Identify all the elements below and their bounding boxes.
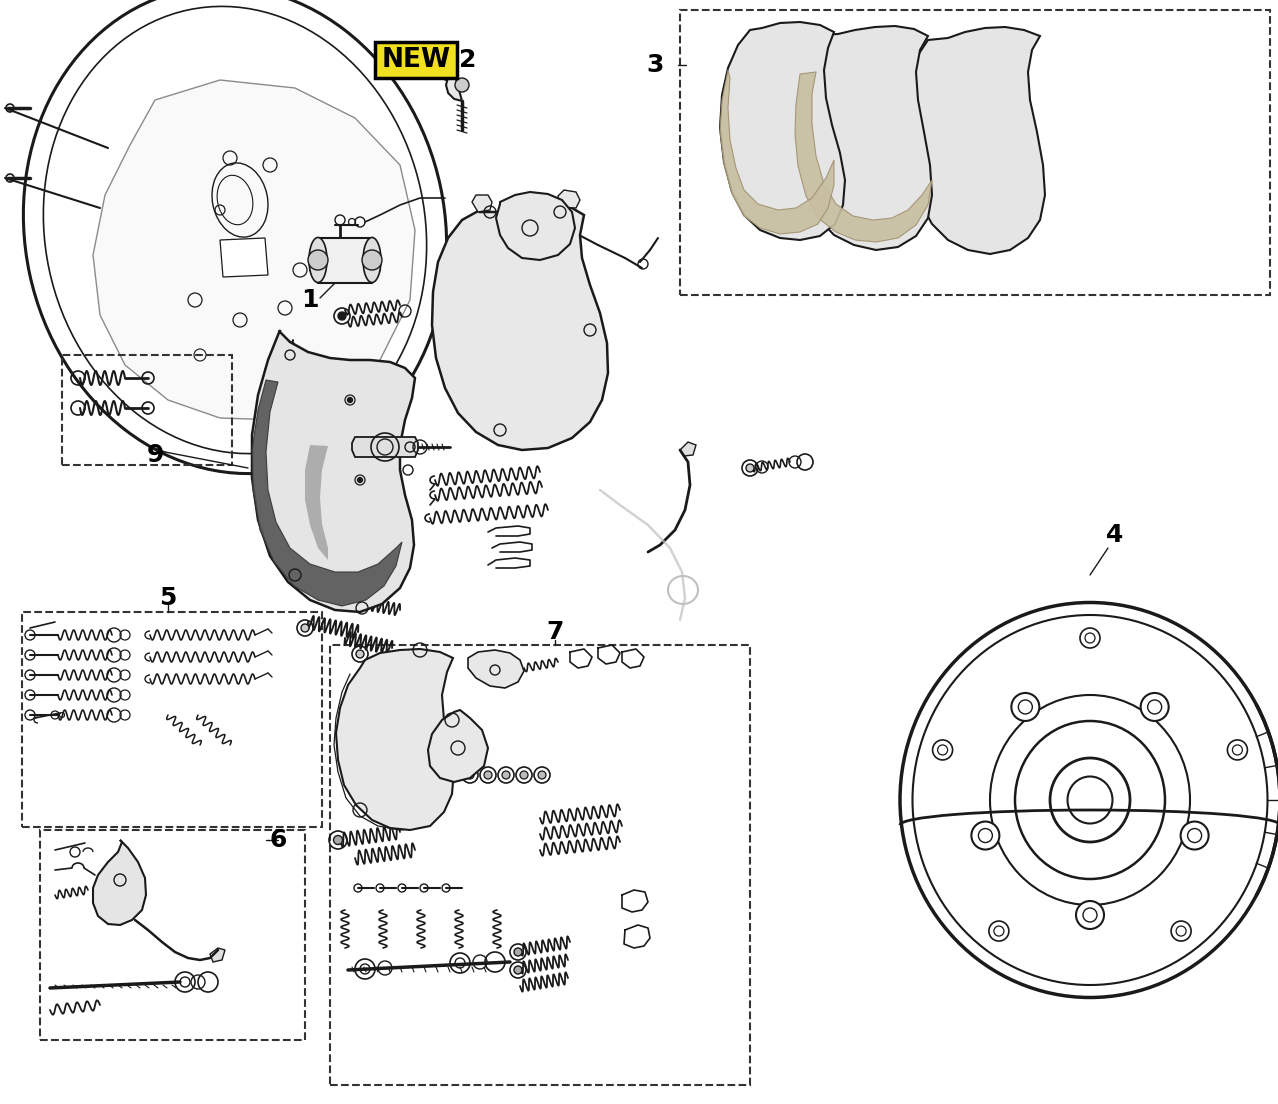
Circle shape: [514, 948, 521, 956]
Polygon shape: [93, 79, 415, 420]
Circle shape: [1076, 901, 1104, 928]
Polygon shape: [220, 238, 268, 277]
Polygon shape: [472, 195, 492, 212]
Circle shape: [933, 740, 952, 760]
Polygon shape: [351, 437, 418, 457]
Circle shape: [1181, 821, 1209, 850]
Polygon shape: [720, 70, 835, 234]
Text: 2: 2: [459, 47, 477, 72]
Circle shape: [538, 771, 546, 779]
Circle shape: [466, 771, 474, 779]
Polygon shape: [432, 205, 608, 450]
FancyBboxPatch shape: [374, 42, 458, 78]
Text: 9: 9: [146, 443, 164, 467]
Polygon shape: [428, 710, 488, 782]
Text: NEW: NEW: [381, 47, 451, 73]
Circle shape: [514, 966, 521, 974]
Circle shape: [455, 78, 469, 92]
Polygon shape: [795, 72, 932, 242]
Polygon shape: [680, 442, 697, 456]
Circle shape: [1080, 628, 1100, 648]
Polygon shape: [252, 330, 415, 612]
Text: 5: 5: [160, 586, 176, 611]
Polygon shape: [305, 445, 328, 560]
Circle shape: [971, 821, 999, 850]
Text: 8: 8: [514, 206, 530, 230]
Polygon shape: [252, 380, 403, 606]
Bar: [63, 355, 233, 465]
Polygon shape: [795, 26, 932, 250]
Polygon shape: [907, 26, 1045, 254]
Circle shape: [308, 250, 328, 270]
Polygon shape: [496, 192, 575, 261]
Circle shape: [484, 771, 492, 779]
Circle shape: [746, 464, 754, 473]
Circle shape: [502, 771, 510, 779]
Bar: [40, 830, 305, 1040]
Bar: [680, 10, 1270, 295]
Polygon shape: [446, 71, 463, 100]
Polygon shape: [558, 190, 580, 208]
Text: 1: 1: [302, 288, 318, 312]
Ellipse shape: [363, 237, 381, 283]
Circle shape: [334, 836, 343, 845]
Polygon shape: [468, 650, 524, 688]
Circle shape: [1227, 740, 1247, 760]
Text: 4: 4: [1107, 523, 1123, 546]
Polygon shape: [336, 649, 454, 830]
Circle shape: [348, 397, 353, 403]
Polygon shape: [311, 238, 380, 283]
Text: 6: 6: [270, 828, 286, 852]
Circle shape: [1171, 921, 1191, 941]
Circle shape: [362, 250, 382, 270]
Bar: [22, 612, 322, 827]
Circle shape: [1141, 693, 1168, 721]
Circle shape: [357, 650, 364, 658]
Circle shape: [337, 312, 346, 320]
Circle shape: [1011, 693, 1039, 721]
Text: 7: 7: [546, 620, 564, 644]
Circle shape: [989, 921, 1008, 941]
Text: 3: 3: [647, 53, 663, 77]
Polygon shape: [720, 22, 845, 240]
Bar: [330, 645, 750, 1085]
Ellipse shape: [309, 237, 327, 283]
Circle shape: [520, 771, 528, 779]
Circle shape: [358, 478, 363, 482]
Polygon shape: [93, 840, 146, 925]
Polygon shape: [210, 948, 225, 962]
Circle shape: [302, 624, 309, 631]
